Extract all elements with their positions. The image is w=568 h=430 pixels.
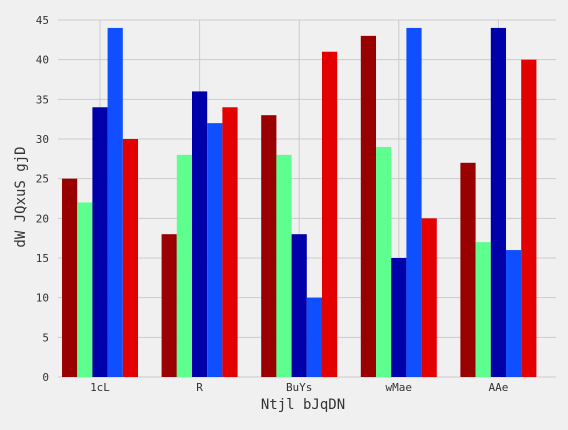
bar: [222, 107, 238, 378]
x-tick-label: R: [196, 381, 203, 394]
y-tick-label: 25: [36, 173, 49, 186]
bar: [77, 202, 93, 377]
y-tick-label: 5: [42, 331, 49, 344]
y-tick-label: 10: [36, 292, 49, 305]
y-tick-label: 40: [36, 54, 49, 67]
tick-labels: 0 5 10 15 20 25 30 35 40 45 1cL R BuYs wMae AAe: [36, 14, 509, 394]
bar: [475, 242, 491, 377]
bar: [360, 35, 376, 377]
bar: [460, 162, 476, 377]
bar: [376, 146, 392, 377]
bar: [322, 51, 338, 377]
bar: [107, 27, 123, 378]
bar: [406, 27, 422, 378]
x-tick-label: BuYs: [286, 381, 313, 394]
bar: [92, 107, 108, 378]
bar: [490, 27, 506, 378]
bar: [306, 297, 322, 377]
y-tick-label: 15: [36, 252, 49, 265]
bar: [291, 234, 307, 377]
y-tick-label: 35: [36, 93, 49, 106]
y-axis-label: dW JQxuS gjD: [13, 146, 29, 247]
bar: [261, 115, 277, 377]
bar: [276, 154, 292, 377]
bar: [161, 234, 177, 377]
x-axis-label: Ntjl bJqDN: [261, 397, 345, 413]
x-tick-label: 1cL: [90, 381, 110, 394]
bar: [122, 139, 138, 377]
bar: [207, 123, 223, 377]
x-tick-label: wMae: [386, 381, 413, 394]
y-tick-label: 0: [42, 371, 49, 384]
y-tick-label: 20: [36, 212, 49, 225]
bar: [421, 218, 437, 377]
bar: [506, 250, 522, 377]
bar: [521, 59, 537, 378]
bars: [62, 27, 537, 378]
y-tick-label: 30: [36, 133, 49, 146]
bar: [391, 258, 407, 377]
bar: [176, 154, 192, 377]
bar: [62, 178, 78, 377]
x-tick-label: AAe: [488, 381, 508, 394]
bar: [192, 91, 208, 378]
y-tick-label: 45: [36, 14, 49, 27]
